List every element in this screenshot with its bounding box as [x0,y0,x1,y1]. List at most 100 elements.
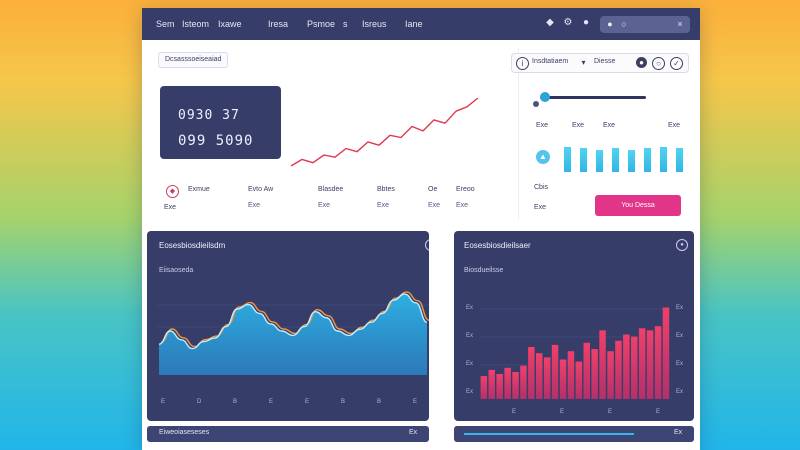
range-slider-track[interactable] [540,96,646,99]
x-tick-label: D [197,399,202,405]
mini-bar [612,148,619,172]
bar [551,344,559,399]
search-box[interactable]: ● ○ × [600,16,690,33]
side-label-4: Exe [668,122,681,129]
x-tick-label: B [233,399,238,405]
bar [567,351,575,399]
metric-1-value: Exe [164,204,176,211]
metric-value: Exe [248,202,261,209]
x-tick-label: E [269,399,274,405]
bar [480,376,488,399]
bar [496,374,503,399]
panel-subtitle: Biosdueilsse [464,267,504,274]
x-tick-label: E [608,409,613,415]
trend-sparkline [290,97,479,167]
mini-bar [660,147,667,172]
bar [615,340,622,399]
settings-icon[interactable]: ⚙ [563,17,573,28]
y-tick-label-right: Ex [676,333,684,339]
metric-label: Blasdee [318,186,344,193]
x-tick-label: E [560,409,565,415]
kpi-secondary-value: 099 5090 [178,133,254,149]
range-slider-handle[interactable] [540,92,551,102]
bar [512,372,519,399]
bar [599,330,606,399]
footer-progress [464,433,634,435]
bar [607,351,614,399]
slider-marker [533,101,539,107]
search-icon[interactable]: ● [607,19,613,29]
x-tick-label: E [305,399,310,405]
bar [631,336,638,399]
x-tick-label: B [377,399,382,405]
bar [654,326,662,399]
metric-2: Evto Aw Exe [248,186,273,209]
shield-icon: ◆ [166,185,179,198]
side-label-2: Exe [572,122,585,129]
y-tick-label: Ex [466,389,474,395]
nav-item-1[interactable]: Sem [156,19,175,29]
filter-text: Insdtatiaem [532,58,569,65]
x-tick-label: B [341,399,346,405]
more-icon[interactable]: ● [676,239,688,251]
top-nav-bar: Sem Isteom Ixawe Iresa Psmoe s Isreus Ia… [142,8,700,40]
area-series-fill [159,294,427,375]
footer-value: Ex [409,429,418,436]
y-tick-label: Ex [466,305,474,311]
y-tick-label-right: Ex [676,361,684,367]
bell-icon[interactable]: ◆ [546,17,554,28]
bar [591,349,598,399]
nav-item-3[interactable]: Ixawe [218,19,242,29]
panel-title: Eosesbiosdieilsdm [159,241,226,250]
y-tick-label-right: Ex [676,389,684,395]
metric-label: Evto Aw [248,186,274,193]
y-tick-label: Ex [466,333,474,339]
sparkline-series [290,97,479,167]
nav-item-7[interactable]: Isreus [362,19,387,29]
filter-icon[interactable]: ○ [621,19,627,29]
info-icon[interactable]: i [516,57,529,70]
metric-value: Exe [377,202,390,209]
side-label-1: Exe [536,122,549,129]
mini-bar [644,148,651,172]
filter-subtext: Diesse [594,58,616,65]
more-icon[interactable]: ● [425,239,429,251]
bar-chart-grid [480,308,670,366]
nav-item-6[interactable]: s [343,19,348,29]
bar [504,367,511,399]
bar [559,359,567,399]
user-icon[interactable]: ● [582,17,590,28]
x-tick-label: E [161,399,166,405]
clock-icon[interactable]: ○ [652,57,665,70]
y-tick-label-right: Ex [676,305,684,311]
nav-item-8[interactable]: Iane [405,19,423,29]
bar [638,328,646,399]
nav-item-2[interactable]: Isteom [182,19,210,29]
bar [520,365,527,399]
chevron-down-icon[interactable]: ▾ [581,58,586,67]
mini-bar [580,148,587,172]
bar [623,334,630,399]
x-tick-label: E [656,409,661,415]
bar [543,357,551,399]
dashboard-window: Sem Isteom Ixawe Iresa Psmoe s Isreus Ia… [142,8,700,450]
metric-label: Oe [428,186,438,193]
toggle-icon[interactable]: ● [636,57,647,68]
metric-4: Bbtes Exe [377,186,395,209]
nav-item-4[interactable]: Iresa [268,19,289,29]
kpi-primary-value: 0930 37 [178,108,240,123]
mini-bar [596,150,603,172]
metric-label: Exmue [188,186,210,193]
nav-item-5[interactable]: Psmoe [307,19,336,29]
chart-icon: ▲ [536,150,550,164]
side-label-5: Cbis [534,184,549,191]
area-series-line [158,293,428,350]
metrics-row: ◆ Exmue Exe Evto Aw Exe Blasdee Exe Bbte… [164,185,494,222]
primary-action-button[interactable]: You Dessa [595,195,681,216]
bar-chart [480,307,670,399]
filter-bar[interactable]: i Insdtatiaem ▾ Diesse ● ○ ✓ [511,53,689,73]
mini-bar [564,147,571,172]
side-label-6: Exe [534,204,547,211]
check-icon[interactable]: ✓ [670,57,683,70]
close-icon[interactable]: × [677,19,683,29]
